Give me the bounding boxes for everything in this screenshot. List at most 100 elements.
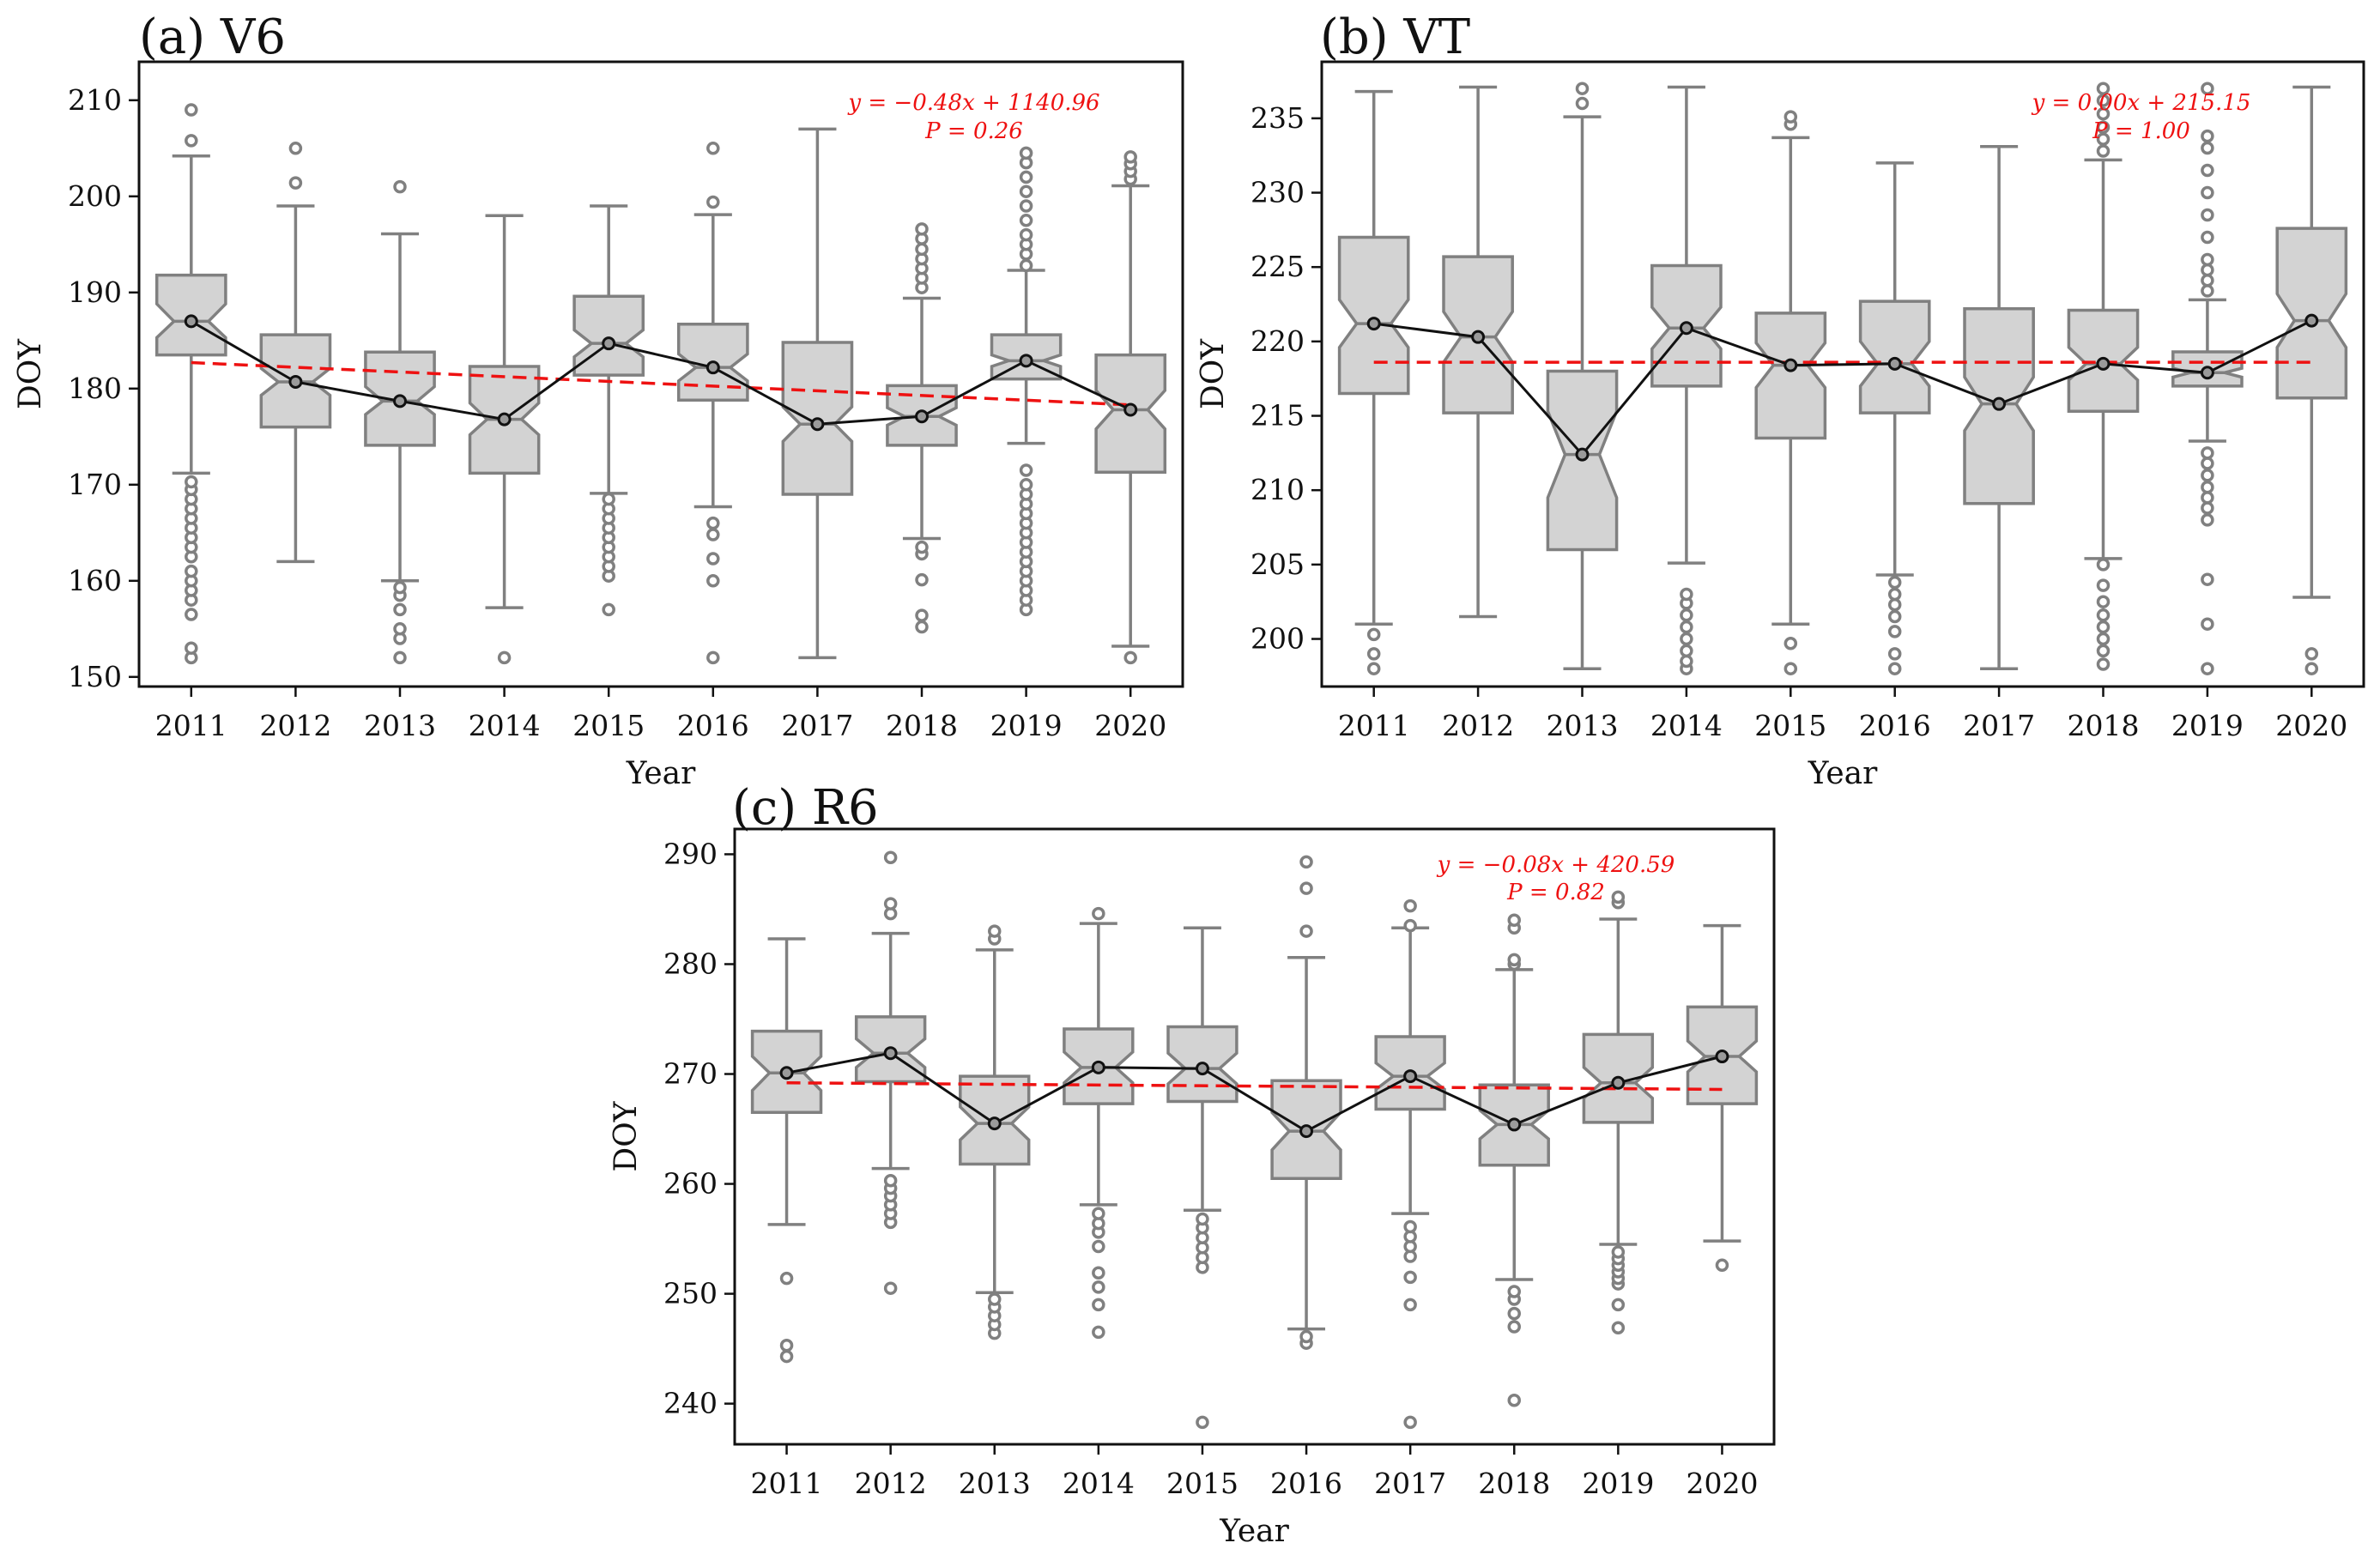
outlier-point [2096,644,2111,658]
x-tick-label: 2017 [1374,1467,1446,1500]
p-value: P = 0.82 [1506,880,1605,905]
x-tick-label: 2014 [1650,709,1723,742]
mean-point [810,417,825,432]
outlier-point [779,1339,794,1352]
y-tick-label: 205 [1251,548,1305,581]
box-2012 [259,142,332,564]
outlier-point [497,650,512,665]
box-body [1337,235,1410,396]
outlier-point [883,1173,898,1188]
x-tick-label: 2018 [886,709,958,742]
mean-point [1887,356,1902,371]
outlier-point [1507,1306,1521,1321]
outlier-point [2201,230,2214,245]
outlier-point [915,620,929,634]
y-tick-label: 260 [663,1167,718,1201]
outlier-point [602,492,615,506]
p-value: P = 1.00 [2092,118,2190,144]
outlier-point [2201,513,2214,527]
outlier-point [1680,608,1693,622]
box-2012 [854,850,927,1295]
outlier-point [1196,1415,1209,1430]
y-tick-label: 270 [663,1057,718,1091]
mean-point [1019,354,1033,368]
box-2011 [1337,89,1410,675]
outlier-point [1092,1239,1105,1254]
x-axis-label: Year [1808,756,1878,791]
outlier-point [915,222,929,236]
outlier-point [2096,94,2111,107]
y-tick-label: 170 [68,468,122,501]
outlier-point [988,924,1002,938]
outlier-point [883,1281,898,1295]
outlier-point [915,540,929,554]
box-2014 [1650,85,1723,675]
outlier-point [706,195,720,209]
outlier-point [2096,620,2111,634]
x-tick-label: 2011 [751,1467,823,1500]
box-2018 [2067,82,2140,671]
y-tick-label: 200 [1251,622,1305,656]
mean-point [1299,1124,1314,1139]
mean-point [1195,1062,1209,1076]
outlier-point [1887,587,1902,602]
outlier-point [1783,110,1798,124]
outlier-point [1507,1394,1521,1407]
outlier-point [2201,82,2214,95]
outlier-point [1092,1207,1105,1220]
x-tick-label: 2017 [1963,709,2035,742]
outlier-point [1092,1266,1105,1280]
regression-equation: y = −0.08x + 420.59 [1437,852,1675,878]
x-tick-label: 2019 [990,709,1063,742]
p-value: P = 0.26 [924,118,1023,144]
mean-point [1507,1117,1522,1132]
x-tick-label: 2012 [1442,709,1514,742]
outlier-point [1611,1298,1626,1312]
outlier-point [1403,1219,1417,1234]
mean-line [191,320,1131,426]
x-tick-label: 2013 [364,709,436,742]
outlier-point [2201,141,2214,155]
mean-point [1471,330,1486,344]
mean-point [288,374,303,389]
outlier-point [288,176,303,190]
mean-point [1575,447,1590,462]
mean-point [1611,1075,1626,1090]
y-tick-label: 280 [663,947,718,980]
outlier-point [1611,890,1626,905]
outlier-point [779,1271,794,1286]
outlier-point [2096,106,2111,121]
outlier-point [1299,924,1313,938]
outlier-point [2096,132,2111,146]
x-tick-label: 2013 [1547,709,1619,742]
outlier-point [1507,1285,1521,1298]
outlier-point [2096,82,2111,95]
y-tick-label: 250 [663,1277,718,1310]
regression-equation: y = 0.00x + 215.15 [2032,90,2251,116]
outlier-point [2201,446,2214,460]
y-axis-label: DOY [13,338,48,409]
mean-point [706,360,720,375]
x-tick-label: 2020 [1686,1467,1758,1500]
outlier-point [1680,620,1693,634]
y-tick-label: 160 [68,564,122,597]
outlier-point [2201,491,2214,505]
x-tick-label: 2016 [677,709,749,742]
outlier-point [1403,898,1417,913]
mean-point [2304,313,2319,328]
mean-point [2200,366,2214,380]
y-tick-label: 220 [1251,324,1305,358]
outlier-point [1680,654,1693,669]
outlier-point [1403,1298,1417,1312]
outlier-point [1123,650,1137,665]
outlier-point [988,1292,1002,1306]
outlier-point [2096,120,2111,135]
outlier-point [915,572,929,587]
mean-point [1366,317,1381,331]
box-2020 [1686,923,1759,1273]
x-tick-label: 2014 [469,709,541,742]
outlier-point [1299,881,1313,895]
x-axis-label: Year [1219,1514,1289,1549]
x-tick-label: 2019 [2171,709,2244,742]
mean-point [2096,356,2111,371]
